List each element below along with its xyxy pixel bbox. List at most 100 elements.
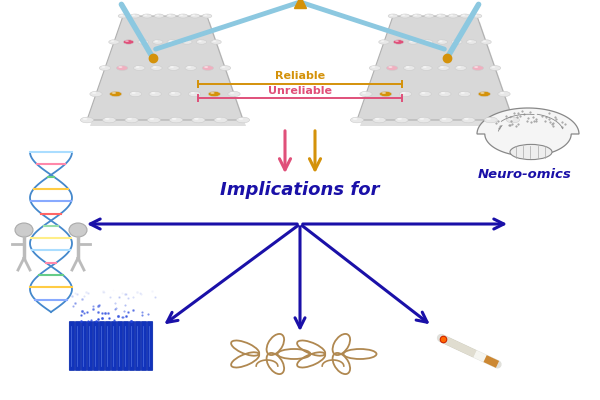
- Ellipse shape: [110, 92, 122, 97]
- Text: Reliable: Reliable: [275, 71, 325, 81]
- Ellipse shape: [166, 14, 176, 18]
- Ellipse shape: [118, 66, 122, 68]
- Ellipse shape: [450, 14, 453, 16]
- Ellipse shape: [167, 40, 178, 44]
- Ellipse shape: [490, 66, 500, 70]
- Ellipse shape: [410, 40, 413, 42]
- Ellipse shape: [170, 117, 183, 123]
- Ellipse shape: [239, 118, 244, 120]
- Ellipse shape: [436, 14, 446, 18]
- Ellipse shape: [178, 14, 188, 18]
- Ellipse shape: [83, 118, 88, 120]
- Ellipse shape: [202, 14, 212, 18]
- Ellipse shape: [455, 66, 466, 70]
- Ellipse shape: [397, 118, 402, 120]
- Ellipse shape: [187, 66, 191, 68]
- Ellipse shape: [439, 40, 443, 42]
- Ellipse shape: [440, 117, 453, 123]
- Ellipse shape: [105, 118, 110, 120]
- Ellipse shape: [142, 14, 152, 18]
- Ellipse shape: [136, 66, 140, 68]
- Ellipse shape: [400, 14, 410, 18]
- Ellipse shape: [210, 92, 215, 94]
- FancyBboxPatch shape: [81, 322, 86, 370]
- Ellipse shape: [510, 144, 552, 160]
- Text: Unreliable: Unreliable: [268, 86, 332, 96]
- Ellipse shape: [192, 117, 205, 123]
- Ellipse shape: [100, 66, 111, 70]
- Ellipse shape: [92, 92, 97, 94]
- Ellipse shape: [220, 66, 230, 70]
- Ellipse shape: [388, 14, 398, 18]
- Ellipse shape: [131, 92, 136, 94]
- Ellipse shape: [221, 66, 225, 68]
- Ellipse shape: [198, 40, 202, 42]
- Ellipse shape: [110, 40, 114, 42]
- Ellipse shape: [80, 117, 94, 123]
- Ellipse shape: [417, 117, 430, 123]
- Polygon shape: [360, 22, 516, 126]
- Ellipse shape: [401, 92, 406, 94]
- Ellipse shape: [394, 40, 404, 44]
- Ellipse shape: [481, 40, 491, 44]
- Ellipse shape: [15, 223, 33, 237]
- Ellipse shape: [426, 14, 429, 16]
- Ellipse shape: [144, 14, 147, 16]
- Ellipse shape: [404, 66, 415, 70]
- Ellipse shape: [168, 14, 171, 16]
- Ellipse shape: [125, 40, 129, 42]
- Text: Implications for: Implications for: [220, 181, 380, 199]
- Ellipse shape: [134, 66, 145, 70]
- FancyBboxPatch shape: [94, 322, 98, 370]
- Ellipse shape: [120, 14, 123, 16]
- Ellipse shape: [169, 40, 173, 42]
- Ellipse shape: [412, 14, 422, 18]
- Ellipse shape: [395, 40, 399, 42]
- Ellipse shape: [171, 92, 175, 94]
- Ellipse shape: [371, 66, 375, 68]
- Ellipse shape: [214, 117, 227, 123]
- Ellipse shape: [474, 14, 477, 16]
- Ellipse shape: [228, 92, 240, 97]
- Ellipse shape: [408, 40, 418, 44]
- Ellipse shape: [360, 92, 372, 97]
- Ellipse shape: [217, 118, 221, 120]
- Ellipse shape: [419, 92, 431, 97]
- Ellipse shape: [125, 117, 138, 123]
- Ellipse shape: [147, 117, 160, 123]
- Ellipse shape: [480, 92, 485, 94]
- Ellipse shape: [414, 14, 417, 16]
- Ellipse shape: [464, 118, 469, 120]
- FancyBboxPatch shape: [130, 322, 135, 370]
- Ellipse shape: [362, 92, 367, 94]
- Ellipse shape: [154, 40, 158, 42]
- Ellipse shape: [190, 14, 200, 18]
- Ellipse shape: [90, 92, 102, 97]
- Ellipse shape: [438, 14, 441, 16]
- FancyBboxPatch shape: [106, 322, 111, 370]
- Ellipse shape: [439, 92, 451, 97]
- Ellipse shape: [192, 14, 195, 16]
- Ellipse shape: [149, 118, 154, 120]
- Ellipse shape: [423, 66, 427, 68]
- Ellipse shape: [112, 92, 116, 94]
- Ellipse shape: [191, 92, 195, 94]
- Ellipse shape: [454, 40, 457, 42]
- Ellipse shape: [472, 14, 482, 18]
- Ellipse shape: [421, 92, 425, 94]
- Ellipse shape: [109, 40, 119, 44]
- Ellipse shape: [500, 92, 505, 94]
- Ellipse shape: [466, 40, 476, 44]
- Ellipse shape: [129, 92, 142, 97]
- Ellipse shape: [468, 40, 472, 42]
- Ellipse shape: [402, 14, 405, 16]
- Ellipse shape: [380, 40, 384, 42]
- Ellipse shape: [230, 92, 235, 94]
- Ellipse shape: [382, 92, 386, 94]
- FancyBboxPatch shape: [142, 322, 146, 370]
- Ellipse shape: [350, 117, 364, 123]
- Ellipse shape: [156, 14, 159, 16]
- Polygon shape: [357, 16, 513, 120]
- Ellipse shape: [487, 118, 491, 120]
- Ellipse shape: [353, 118, 358, 120]
